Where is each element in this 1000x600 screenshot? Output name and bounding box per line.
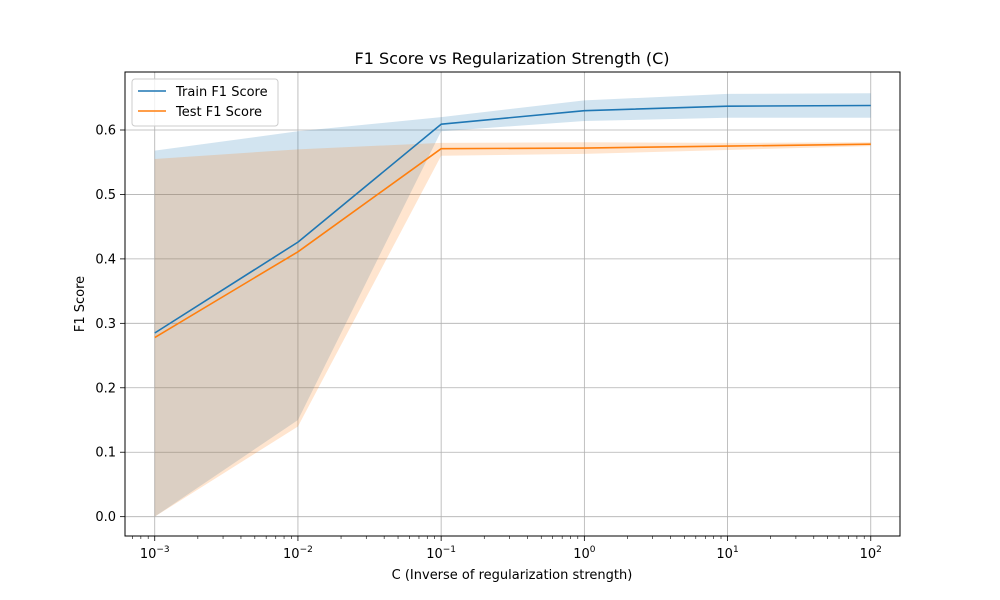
x-tick-label-4: 101	[716, 545, 738, 562]
y-tick-label-2: 0.2	[95, 381, 116, 396]
y-tick-label-5: 0.5	[95, 188, 116, 203]
y-tick-label-4: 0.4	[95, 252, 116, 267]
legend-label-train: Train F1 Score	[175, 85, 268, 100]
legend-box	[131, 78, 279, 127]
x-axis-label: C (Inverse of regularization strength)	[392, 568, 633, 583]
plot-frame	[124, 71, 901, 537]
series-line-0	[154, 104, 871, 334]
x-tick-label-1: 10−2	[283, 545, 313, 562]
legend-label-test: Test F1 Score	[175, 105, 262, 120]
line-layer	[154, 104, 871, 339]
x-tick-label-3: 100	[573, 545, 596, 562]
x-tick-label-2: 10−1	[426, 545, 456, 562]
x-tick-label-5: 102	[860, 545, 882, 562]
band-layer	[154, 93, 871, 517]
y-tick-label-1: 0.1	[95, 446, 116, 461]
legend: Train F1 Score Test F1 Score	[131, 78, 279, 127]
confidence-band-1	[154, 142, 871, 517]
y-tick-label-3: 0.3	[95, 317, 116, 332]
series-line-1	[154, 143, 871, 339]
y-axis-label: F1 Score	[73, 276, 88, 332]
y-tick-label-6: 0.6	[95, 124, 116, 139]
tick-layer: 10−3 10−2 10−1 100 101 102 0.0 0.1 0.2 0.3 0.4 0.5 0…	[95, 124, 882, 563]
confidence-band-0	[154, 93, 871, 517]
y-tick-label-0: 0.0	[95, 510, 116, 525]
chart-title: F1 Score vs Regularization Strength (C)	[355, 49, 670, 68]
x-tick-label-0: 10−3	[140, 545, 170, 562]
